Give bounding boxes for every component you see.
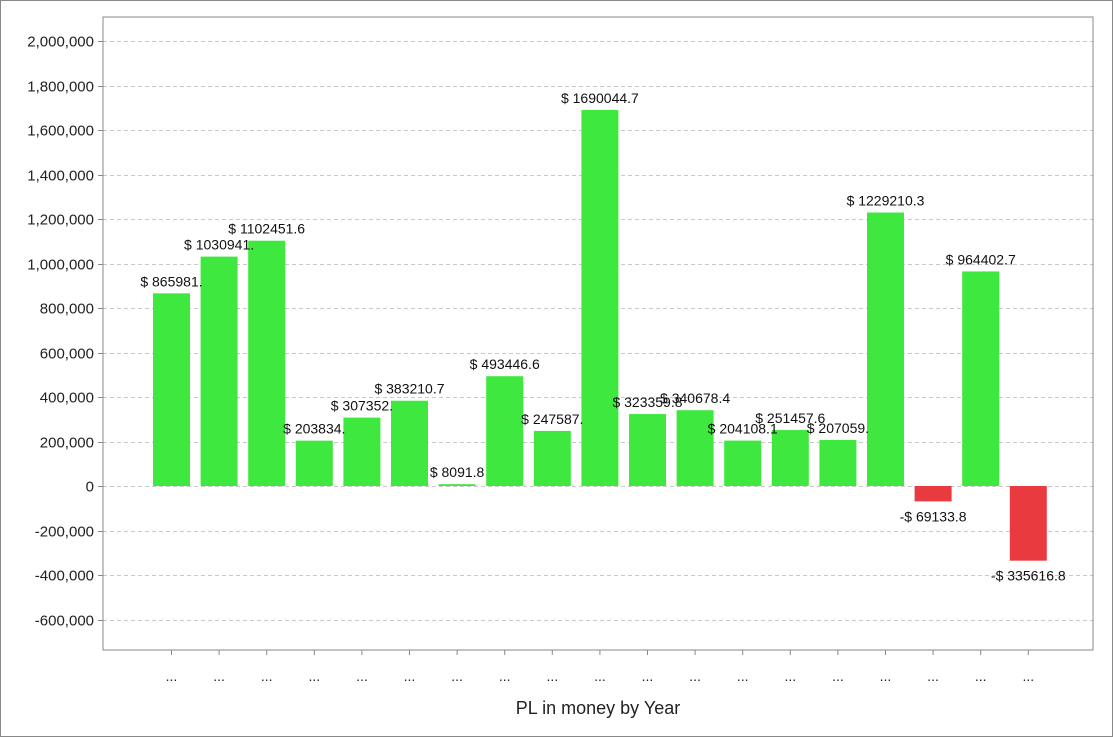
data-label: $ 251457.6 — [755, 410, 825, 426]
data-label: $ 340678.4 — [660, 390, 730, 406]
y-tick-label: 800,000 — [40, 301, 94, 318]
category-label: ... — [213, 668, 225, 684]
bar — [771, 430, 809, 486]
data-label: $ 323359.8 — [612, 394, 682, 410]
bar — [867, 212, 904, 486]
bar — [153, 293, 190, 486]
category-label: ... — [356, 668, 368, 684]
data-label: $ 865981. — [140, 273, 202, 289]
y-tick-label: 600,000 — [40, 346, 94, 363]
axes — [98, 16, 1094, 655]
category-label: ... — [832, 668, 844, 684]
bar — [486, 376, 524, 486]
y-tick-label: 200,000 — [40, 435, 94, 452]
y-tick-label: 1,600,000 — [27, 123, 94, 140]
data-label: $ 383210.7 — [374, 381, 444, 397]
y-tick-label: 1,400,000 — [27, 168, 94, 185]
data-label: $ 8091.8 — [430, 464, 485, 480]
data-label: $ 307352. — [331, 398, 393, 414]
category-label: ... — [546, 668, 558, 684]
bar — [819, 439, 857, 486]
data-label: $ 203834. — [283, 421, 345, 437]
category-labels: ........................................… — [166, 668, 1034, 684]
category-label: ... — [499, 668, 511, 684]
data-label: $ 204108.1 — [708, 421, 778, 437]
bar — [343, 417, 381, 486]
y-tick-label: -200,000 — [35, 524, 94, 541]
category-label: ... — [784, 668, 796, 684]
bar — [629, 414, 666, 486]
bar — [1009, 486, 1047, 561]
y-tick-label: -600,000 — [35, 613, 94, 630]
bar — [914, 486, 952, 502]
bar — [581, 109, 619, 486]
data-label: $ 1229210.3 — [847, 193, 925, 209]
data-label: $ 493446.6 — [470, 356, 540, 372]
category-label: ... — [404, 668, 416, 684]
category-label: ... — [642, 668, 654, 684]
y-tick-label: 1,800,000 — [27, 79, 94, 96]
category-label: ... — [880, 668, 892, 684]
y-tick-label: 1,200,000 — [27, 212, 94, 229]
bar — [962, 271, 1000, 486]
category-label: ... — [1022, 668, 1034, 684]
y-tick-label: -400,000 — [35, 568, 94, 585]
data-label: $ 964402.7 — [946, 251, 1016, 267]
plot-area — [102, 16, 1094, 651]
bar — [533, 430, 571, 486]
category-label: ... — [975, 668, 987, 684]
bar — [724, 440, 762, 486]
data-labels: $ 865981. $ 1030941.$ 1102451.6 $ 203834. $… — [140, 90, 1066, 584]
bar — [438, 484, 476, 486]
y-tick-label: 2,000,000 — [27, 34, 94, 51]
y-tick-label: 0 — [86, 479, 94, 496]
category-label: ... — [308, 668, 320, 684]
data-label: -$ 69133.8 — [900, 508, 967, 524]
data-label: $ 207059. — [807, 420, 869, 436]
data-label: $ 1030941. — [184, 237, 254, 253]
bar — [676, 410, 714, 486]
y-tick-label: 400,000 — [40, 390, 94, 407]
bar — [391, 400, 428, 486]
category-label: ... — [689, 668, 701, 684]
category-label: ... — [451, 668, 463, 684]
y-tick-labels: 2,000,000 1,800,000 1,600,000 1,400,000 1,20… — [27, 34, 94, 630]
category-label: ... — [594, 668, 606, 684]
bar — [200, 256, 238, 486]
category-label: ... — [261, 668, 273, 684]
category-label: ... — [166, 668, 178, 684]
data-label: $ 1690044.7 — [561, 90, 639, 106]
category-label: ... — [927, 668, 939, 684]
data-label: $ 247587. — [521, 411, 583, 427]
bars — [153, 109, 1047, 561]
y-tick-label: 1,000,000 — [27, 257, 94, 274]
bar — [248, 240, 286, 486]
data-label: $ 1102451.6 — [228, 221, 305, 237]
data-label: -$ 335616.8 — [991, 568, 1066, 584]
bar — [295, 440, 333, 486]
category-label: ... — [737, 668, 749, 684]
x-axis-title: PL in money by Year — [516, 698, 680, 718]
